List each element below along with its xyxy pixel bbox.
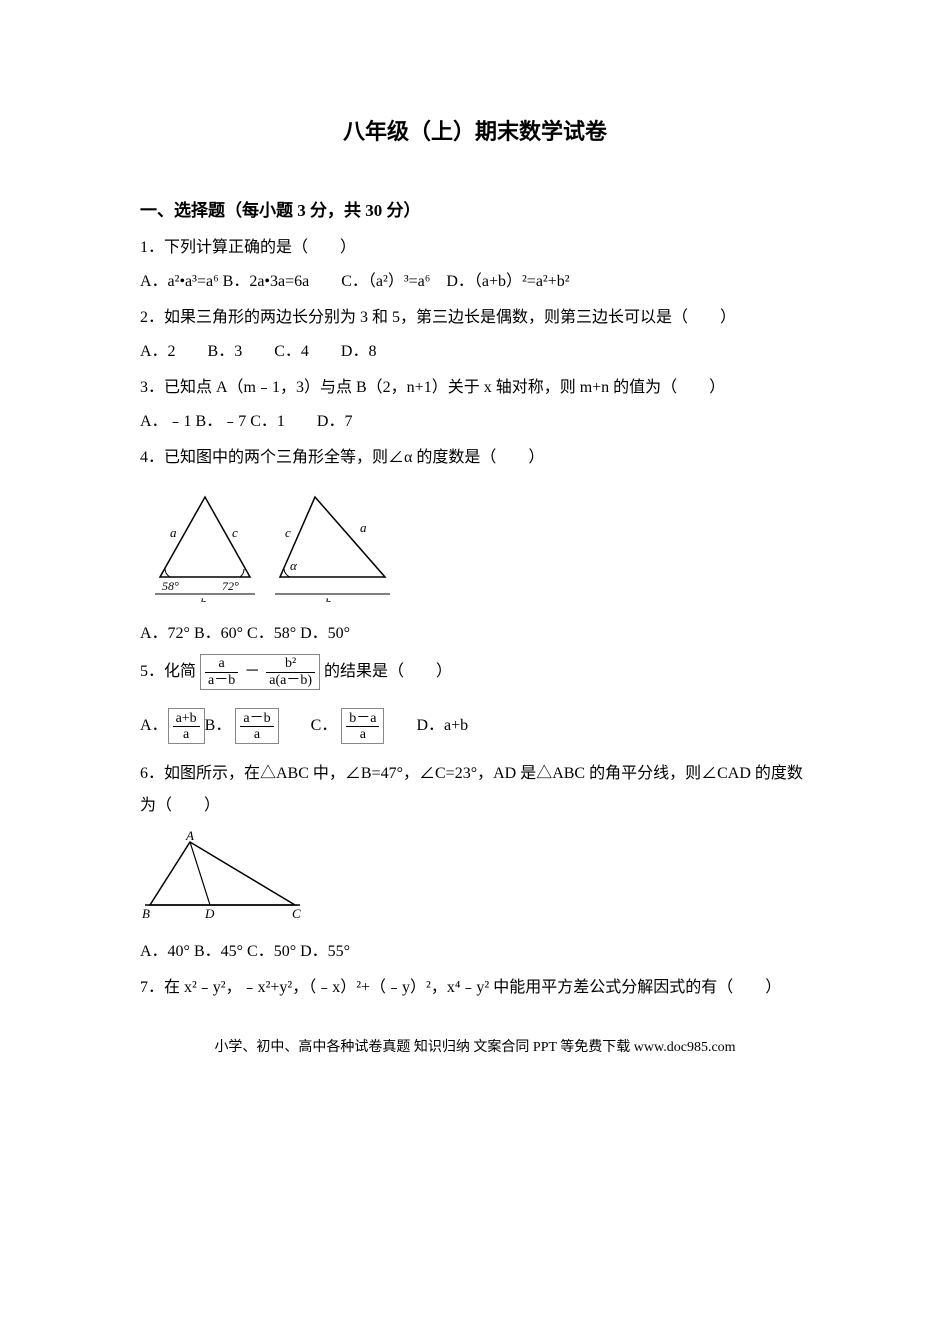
fig4-left-sideL: a (170, 525, 177, 540)
q2-stem: 2．如果三角形的两边长分别为 3 和 5，第三边长是偶数，则第三边长可以是（ ） (140, 302, 810, 334)
fig4-right-sideL: c (285, 525, 291, 540)
q6-figure: A B D C (140, 830, 810, 932)
q1-stem: 1．下列计算正确的是（ ） (140, 232, 810, 264)
minus-sign: － (244, 663, 264, 680)
q5-frac1-den: a－b (205, 673, 238, 688)
q5-frac2: b² a(a－b) (266, 656, 315, 688)
q5A-frac: a+b a (173, 711, 200, 743)
q3-options: A．﹣1 B．﹣7 C．1 D．7 (140, 406, 810, 438)
q5B-den: a (240, 727, 273, 742)
fig6-B: B (142, 906, 150, 920)
q5C-den: a (346, 727, 379, 742)
fig6-A: A (185, 830, 194, 843)
q5-post: 的结果是（ ） (324, 663, 452, 680)
section-heading: 一、选择题（每小题 3 分，共 30 分） (140, 194, 810, 228)
q5A-num: a+b (173, 711, 200, 727)
q4-options: A．72° B．60° C．58° D．50° (140, 618, 810, 650)
q5-frac1: a a－b (205, 656, 238, 688)
q4-figure: 58° 72° a c b α c a b (140, 482, 810, 614)
q5-pre: 5．化简 (140, 663, 196, 680)
q2-options: A．2 B．3 C．4 D．8 (140, 336, 810, 368)
q6-stem: 6．如图所示，在△ABC 中，∠B=47°，∠C=23°，AD 是△ABC 的角… (140, 758, 810, 822)
q7-stem: 7．在 x²﹣y²，﹣x²+y²，（﹣x）²+（﹣y）²，x⁴﹣y² 中能用平方… (140, 972, 810, 1004)
q5A-den: a (173, 727, 200, 742)
fig4-left-bottom: b (200, 595, 207, 602)
q5-frac2-num: b² (266, 656, 315, 672)
fig4-right-sideR: a (360, 520, 367, 535)
q5B-frac: a－b a (240, 711, 273, 743)
q5B-num: a－b (240, 711, 273, 727)
page-footer: 小学、初中、高中各种试卷真题 知识归纳 文案合同 PPT 等免费下载 www.d… (140, 1034, 810, 1062)
q6-options: A．40° B．45° C．50° D．55° (140, 936, 810, 968)
page-title: 八年级（上）期末数学试卷 (140, 110, 810, 154)
fig6-D: D (204, 906, 215, 920)
q5-options: A． a+b a B． a－b a C． b－a a D．a+b (140, 708, 810, 744)
q5-stem: 5．化简 a a－b － b² a(a－b) 的结果是（ ） (140, 654, 810, 690)
q5-frac2-den: a(a－b) (266, 673, 315, 688)
fig4-left-sideR: c (232, 525, 238, 540)
q4-stem: 4．已知图中的两个三角形全等，则∠α 的度数是（ ） (140, 442, 810, 474)
fig4-left-angle2: 72° (222, 579, 239, 593)
q5C-frac: b－a a (346, 711, 379, 743)
q5D: D．a+b (417, 717, 469, 734)
fig4-right-alpha: α (290, 558, 298, 573)
fig4-right-bottom: b (325, 595, 332, 602)
fig6-C: C (292, 906, 301, 920)
q3-stem: 3．已知点 A（m﹣1，3）与点 B（2，n+1）关于 x 轴对称，则 m+n … (140, 372, 810, 404)
fig4-left-angle1: 58° (162, 579, 179, 593)
q5C-num: b－a (346, 711, 379, 727)
q1-options: A．a²•a³=a⁶ B．2a•3a=6a C．（a²）³=a⁶ D．（a+b）… (140, 266, 810, 298)
q5-frac1-num: a (205, 656, 238, 672)
